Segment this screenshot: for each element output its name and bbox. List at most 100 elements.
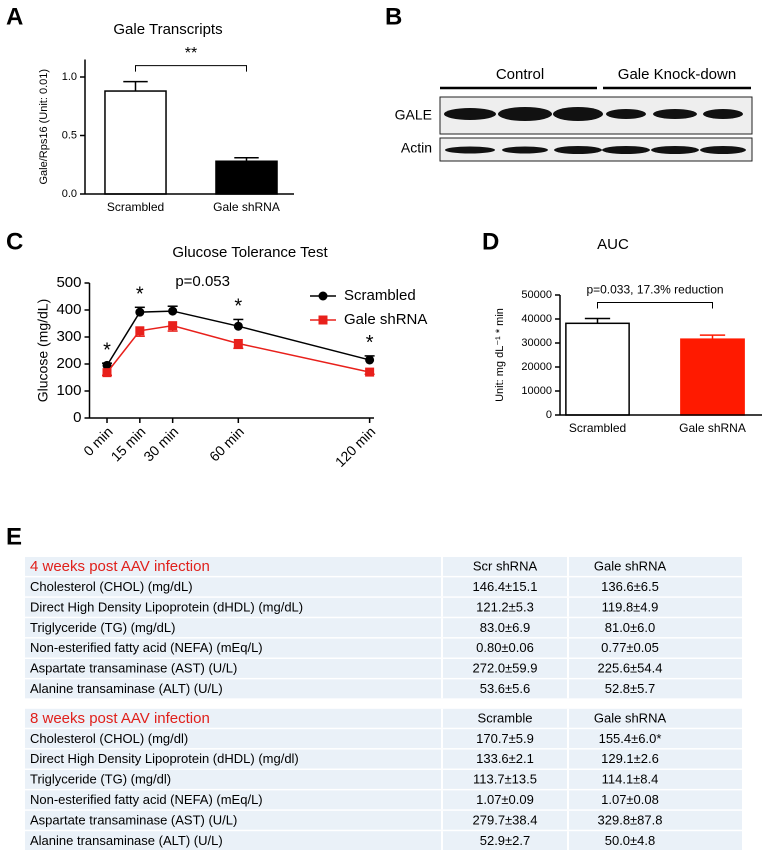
row-label: Non-esterified fatty acid (NEFA) (mEq/L) xyxy=(30,640,263,655)
row-label: Aspartate transaminase (AST) (U/L) xyxy=(30,812,237,827)
table-cell: 52.9±2.7 xyxy=(480,833,531,848)
panel-letter: E xyxy=(6,523,22,550)
y-tick-label: 200 xyxy=(56,355,81,372)
table-cell: 329.8±87.8 xyxy=(598,812,663,827)
y-axis-label: Unit: mg dL⁻¹ * min xyxy=(494,308,506,402)
table-row-bg xyxy=(25,831,742,850)
chart-title: Glucose Tolerance Test xyxy=(172,244,328,261)
bar xyxy=(104,90,167,195)
row-label: Triglyceride (TG) (mg/dL) xyxy=(30,620,175,635)
y-tick-label: 0.5 xyxy=(62,129,77,141)
panel-letter: C xyxy=(6,228,23,255)
point xyxy=(168,321,178,331)
table-cell: 279.7±38.4 xyxy=(473,812,538,827)
point-label: * xyxy=(234,296,242,318)
table-row-bg xyxy=(25,708,742,728)
table-row-bg xyxy=(25,679,742,699)
panel-letter: A xyxy=(6,3,23,30)
table-cell: 1.07±0.08 xyxy=(601,792,659,807)
point xyxy=(102,360,112,370)
point xyxy=(365,367,375,377)
panel-letter: D xyxy=(482,228,499,255)
point xyxy=(233,338,243,348)
row-label: Direct High Density Lipoprotein (dHDL) (… xyxy=(30,599,303,614)
table-cell: Scramble xyxy=(478,710,533,725)
significance-label: ** xyxy=(185,45,197,62)
y-tick-label: 500 xyxy=(56,274,81,291)
significance-label: p=0.033, 17.3% reduction xyxy=(586,283,723,297)
blot-row-label: Actin xyxy=(401,140,432,156)
y-tick-label: 1.0 xyxy=(62,71,77,83)
y-tick-label: 40000 xyxy=(521,313,552,325)
panel-letter: B xyxy=(385,3,402,30)
table-row-bg xyxy=(25,618,742,638)
table-cell: 0.80±0.06 xyxy=(476,640,534,655)
x-tick-label: 15 min xyxy=(108,423,149,464)
y-tick-label: 0 xyxy=(546,409,552,421)
table-cell: 133.6±2.1 xyxy=(476,751,534,766)
table-cell: 225.6±54.4 xyxy=(598,661,663,676)
blot-group: Gale Knock-down xyxy=(618,66,736,83)
table-row-bg xyxy=(25,729,742,749)
row-label: Alanine transaminase (ALT) (U/L) xyxy=(30,833,223,848)
table-row-bg xyxy=(25,557,742,576)
section-title: 8 weeks post AAV infection xyxy=(30,710,210,727)
point-label: * xyxy=(136,284,144,306)
x-tick-label: 30 min xyxy=(140,423,181,464)
x-tick-label: Gale shRNA xyxy=(213,200,280,214)
legend-marker xyxy=(318,291,328,301)
table-row-bg xyxy=(25,749,742,769)
table-cell: 52.8±5.7 xyxy=(605,681,656,696)
x-tick-label: 120 min xyxy=(332,423,379,470)
table-cell: 114.1±8.4 xyxy=(602,772,659,787)
y-tick-label: 20000 xyxy=(521,361,552,373)
table-cell: 121.2±5.3 xyxy=(476,599,534,614)
significance-bracket xyxy=(597,302,713,309)
table-cell: 272.0±59.9 xyxy=(473,661,538,676)
point xyxy=(233,321,243,331)
table-cell: 1.07±0.09 xyxy=(476,792,534,807)
point-label: p=0.053 xyxy=(175,273,230,290)
y-axis-label: Gale/Rps16 (Unit: 0.01) xyxy=(38,69,50,185)
blot-group: Control xyxy=(496,66,544,83)
table-cell: 129.1±2.6 xyxy=(601,751,659,766)
y-tick-label: 30000 xyxy=(521,337,552,349)
row-label: Alanine transaminase (ALT) (U/L) xyxy=(30,681,223,696)
table-cell: 113.7±13.5 xyxy=(473,772,537,787)
y-tick-label: 10000 xyxy=(521,385,552,397)
x-tick-label: Gale shRNA xyxy=(679,421,746,435)
table-row-bg xyxy=(25,638,742,658)
table-cell: 81.0±6.0 xyxy=(605,620,656,635)
blot-bands xyxy=(444,107,746,154)
table-row-bg xyxy=(25,659,742,678)
x-tick-label: 60 min xyxy=(206,423,247,464)
x-tick-label: Scrambled xyxy=(569,421,626,435)
table-cell: Gale shRNA xyxy=(594,710,667,725)
y-tick-label: 100 xyxy=(56,382,81,399)
blot-row-label: GALE xyxy=(395,107,432,123)
table-cell: 119.8±4.9 xyxy=(602,599,659,614)
point xyxy=(365,355,375,365)
table-cell: Gale shRNA xyxy=(594,559,667,574)
table-cell: 53.6±5.6 xyxy=(480,681,531,696)
table-cell: 155.4±6.0* xyxy=(599,731,662,746)
western-blot: Control Gale Knock-down GALE Actin xyxy=(395,66,753,162)
point xyxy=(135,326,145,336)
table-row-bg xyxy=(25,597,742,617)
table-row-bg xyxy=(25,790,742,810)
table-row-bg xyxy=(25,810,742,830)
y-tick-label: 0 xyxy=(73,409,81,426)
point xyxy=(168,306,178,316)
point xyxy=(102,368,112,378)
y-tick-label: 300 xyxy=(56,328,81,345)
table-cell: Scr shRNA xyxy=(473,559,538,574)
point xyxy=(135,307,145,317)
table-row-bg xyxy=(25,577,742,597)
row-label: Direct High Density Lipoprotein (dHDL) (… xyxy=(30,751,299,766)
bar xyxy=(680,338,745,416)
table-row-bg xyxy=(25,770,742,789)
legend-marker xyxy=(318,315,328,325)
table-cell: 83.0±6.9 xyxy=(480,620,531,635)
table-cell: 136.6±6.5 xyxy=(601,579,659,594)
